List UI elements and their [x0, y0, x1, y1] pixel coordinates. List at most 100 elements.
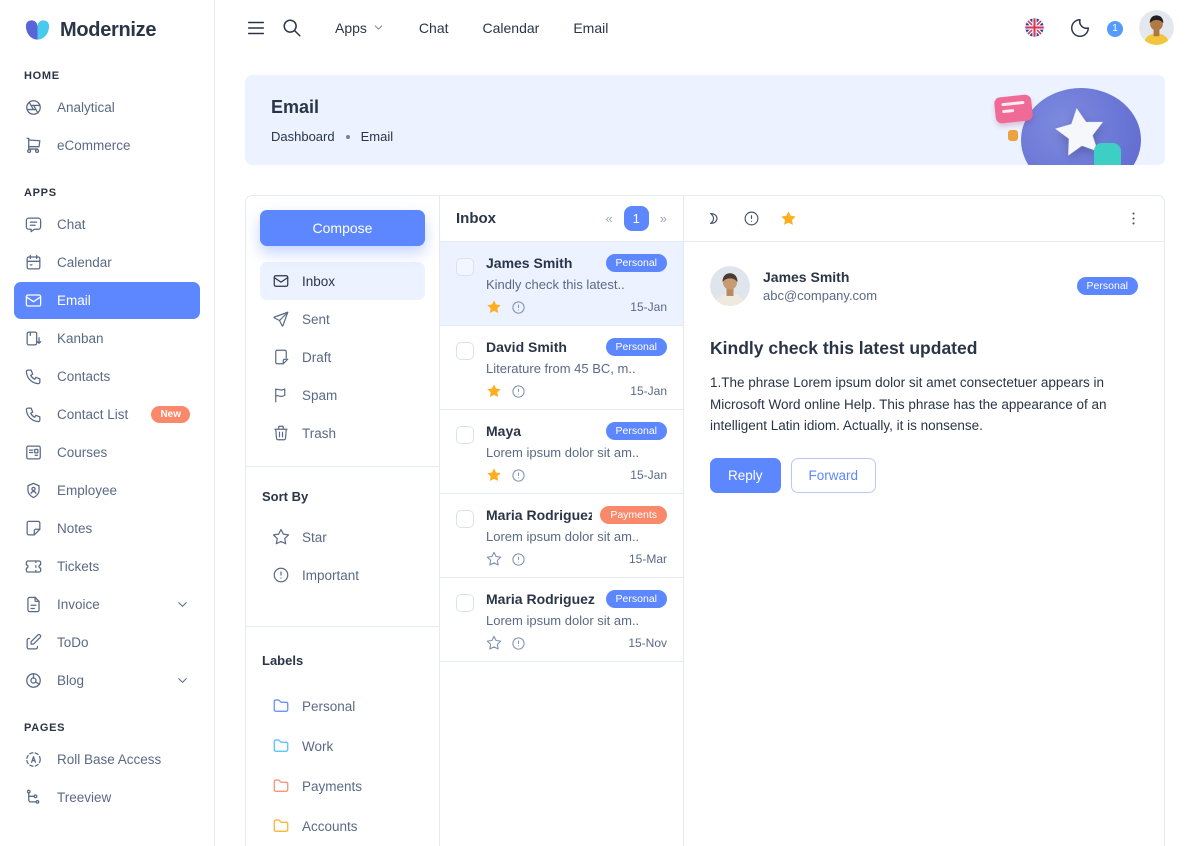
sender-email: abc@company.com	[763, 288, 878, 303]
label-personal[interactable]: Personal	[260, 686, 425, 726]
sidebar-item-chat[interactable]: Chat	[14, 206, 200, 243]
email-checkbox[interactable]	[456, 342, 474, 360]
email-checkbox[interactable]	[456, 258, 474, 276]
sidebar-item-label: ToDo	[57, 635, 89, 650]
breadcrumb-dashboard[interactable]: Dashboard	[271, 129, 335, 144]
sidebar-item-courses[interactable]: Courses	[14, 434, 200, 471]
alert-circle-icon[interactable]	[511, 300, 526, 315]
folder-icon	[272, 777, 290, 795]
sidebar-item-analytical[interactable]: Analytical	[14, 89, 200, 126]
sidebar-item-contacts[interactable]: Contacts	[14, 358, 200, 395]
email-label-badge: Payments	[600, 506, 667, 524]
star-icon[interactable]	[486, 299, 502, 315]
star-icon[interactable]	[486, 551, 502, 567]
hamburger-menu-icon[interactable]	[245, 17, 267, 39]
star-icon[interactable]	[486, 635, 502, 651]
illustration-cube	[1094, 143, 1121, 165]
star-icon[interactable]	[486, 383, 502, 399]
sort-important[interactable]: Important	[260, 556, 425, 594]
draft-note-icon	[272, 348, 290, 366]
sidebar-item-contact-list[interactable]: Contact List New	[14, 396, 200, 433]
folder-inbox[interactable]: Inbox	[260, 262, 425, 300]
brand-logo-icon	[24, 18, 51, 42]
email-list-item[interactable]: Maria Rodriguez Personal Lorem ipsum dol…	[440, 578, 683, 662]
sidebar-item-kanban[interactable]: Kanban	[14, 320, 200, 357]
search-icon[interactable]	[281, 17, 303, 39]
aperture-icon	[24, 98, 43, 117]
folder-sent[interactable]: Sent	[260, 300, 425, 338]
folder-label: Trash	[302, 425, 337, 441]
sidebar-item-invoice[interactable]: Invoice	[14, 586, 200, 623]
important-marker-icon[interactable]	[706, 210, 723, 227]
brand-logo[interactable]: Modernize	[0, 0, 214, 48]
sidebar-item-roll-base-access[interactable]: Roll Base Access	[14, 741, 200, 778]
sidebar-item-label: Analytical	[57, 100, 115, 115]
folder-trash[interactable]: Trash	[260, 414, 425, 452]
language-flag-icon[interactable]	[1024, 17, 1045, 38]
sidebar-item-label: Email	[57, 293, 91, 308]
new-badge: New	[151, 406, 190, 423]
star-icon[interactable]	[780, 210, 797, 227]
mail-icon	[272, 272, 290, 290]
email-checkbox[interactable]	[456, 594, 474, 612]
nav-apps[interactable]: Apps	[335, 20, 385, 36]
label-accounts[interactable]: Accounts	[260, 806, 425, 846]
sidebar-item-notes[interactable]: Notes	[14, 510, 200, 547]
folder-spam[interactable]: Spam	[260, 376, 425, 414]
alert-circle-icon[interactable]	[511, 384, 526, 399]
email-checkbox[interactable]	[456, 426, 474, 444]
sidebar-item-calendar[interactable]: Calendar	[14, 244, 200, 281]
nav-chat[interactable]: Chat	[418, 19, 449, 36]
user-avatar[interactable]	[1139, 10, 1174, 45]
star-icon	[272, 528, 290, 546]
email-detail-panel: James Smith abc@company.com Personal Kin…	[684, 196, 1164, 846]
email-list-item[interactable]: James Smith Personal Kindly check this l…	[440, 242, 683, 326]
sort-star[interactable]: Star	[260, 518, 425, 556]
label-name: Accounts	[302, 818, 358, 834]
tree-icon	[24, 788, 43, 807]
chevron-down-icon	[175, 673, 190, 688]
alert-circle-icon[interactable]	[743, 210, 760, 227]
alert-circle-icon[interactable]	[511, 468, 526, 483]
email-checkbox[interactable]	[456, 510, 474, 528]
email-list-item[interactable]: David Smith Personal Literature from 45 …	[440, 326, 683, 410]
sidebar-item-employee[interactable]: Employee	[14, 472, 200, 509]
email-date: 15-Jan	[630, 384, 667, 398]
email-snippet: Lorem ipsum dolor sit am..	[486, 529, 640, 544]
email-snippet: Lorem ipsum dolor sit am..	[486, 445, 640, 460]
folder-draft[interactable]: Draft	[260, 338, 425, 376]
star-icon[interactable]	[486, 467, 502, 483]
alert-circle-icon[interactable]	[511, 552, 526, 567]
chevron-down-icon	[175, 597, 190, 612]
next-page-button[interactable]: »	[659, 211, 667, 226]
sidebar-item-label: Kanban	[57, 331, 104, 346]
sidebar-item-tickets[interactable]: Tickets	[14, 548, 200, 585]
email-snippet: Lorem ipsum dolor sit am..	[486, 613, 640, 628]
sidebar-item-email[interactable]: Email	[14, 282, 200, 319]
compose-button[interactable]: Compose	[260, 210, 425, 246]
reply-button[interactable]: Reply	[710, 457, 781, 493]
label-payments[interactable]: Payments	[260, 766, 425, 806]
sidebar-item-treeview[interactable]: Treeview	[14, 779, 200, 816]
email-sender: James Smith	[486, 255, 573, 271]
pagination: « 1 »	[606, 206, 667, 231]
more-options-kebab-icon[interactable]	[1125, 210, 1142, 227]
alert-circle-icon[interactable]	[511, 636, 526, 651]
page-number-button[interactable]: 1	[623, 206, 649, 231]
dark-mode-moon-icon[interactable]	[1069, 17, 1091, 39]
label-work[interactable]: Work	[260, 726, 425, 766]
header-actions: 1	[1024, 10, 1174, 45]
email-list-item[interactable]: Maria Rodriguez Payments Lorem ipsum dol…	[440, 494, 683, 578]
email-list-item[interactable]: Maya Personal Lorem ipsum dolor sit am..…	[440, 410, 683, 494]
sidebar-item-label: Courses	[57, 445, 108, 460]
sidebar-item-label: Employee	[57, 483, 118, 498]
nav-email[interactable]: Email	[573, 19, 609, 36]
sidebar-item-ecommerce[interactable]: eCommerce	[14, 127, 200, 164]
sidebar-item-label: Treeview	[57, 790, 112, 805]
prev-page-button[interactable]: «	[605, 211, 613, 226]
sidebar-item-blog[interactable]: Blog	[14, 662, 200, 699]
forward-button[interactable]: Forward	[790, 457, 877, 493]
nav-calendar[interactable]: Calendar	[482, 19, 540, 36]
sidebar-item-todo[interactable]: ToDo	[14, 624, 200, 661]
folder-label: Spam	[302, 387, 338, 403]
